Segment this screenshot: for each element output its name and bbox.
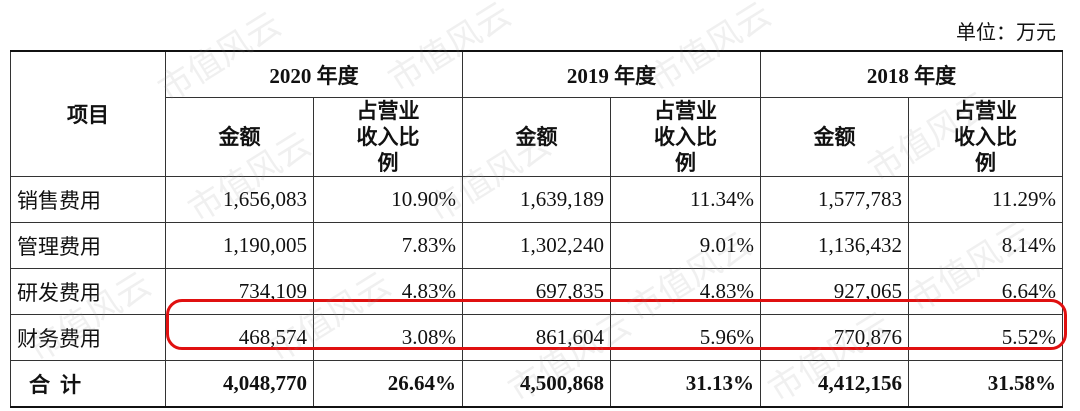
cell: 8.14% [908,222,1063,269]
cell: 4,048,770 [165,360,314,408]
expense-table: 项目 2020 年度 2019 年度 2018 年度 金额 占营业收入比例 金额 占营业收入比… [10,50,1063,408]
cell: 31.13% [610,360,761,408]
cell: 1,656,083 [165,176,314,223]
row-label: 财务费用 [10,314,166,361]
cell: 697,835 [462,268,611,315]
cell: 11.34% [610,176,761,223]
page: 单位：万元 项目 2020 年度 2019 年度 2018 年度 金额 占营业收入比例 金额… [10,0,1067,411]
year-header: 2019 年度 [462,50,761,98]
cell: 1,577,783 [760,176,909,223]
cell: 927,065 [760,268,909,315]
cell: 3.08% [313,314,463,361]
cell: 9.01% [610,222,761,269]
cell: 468,574 [165,314,314,361]
row-label: 管理费用 [10,222,166,269]
cell: 26.64% [313,360,463,408]
cell: 1,639,189 [462,176,611,223]
cell: 31.58% [908,360,1063,408]
year-header: 2020 年度 [165,50,463,98]
cell: 1,190,005 [165,222,314,269]
cell: 770,876 [760,314,909,361]
data-row: 财务费用 468,574 3.08% 861,604 5.96% 770,876 5.52% [10,314,1063,361]
unit-label: 单位：万元 [956,22,1056,44]
sub-header: 占营业收入比例 [908,97,1063,177]
cell: 5.52% [908,314,1063,361]
year-header: 2018 年度 [760,50,1063,98]
item-header: 项目 [10,50,166,177]
sub-header-row: 金额 占营业收入比例 金额 占营业收入比例 金额 占营业收入比例 [11,97,1063,177]
row-label: 销售费用 [10,176,166,223]
data-row: 销售费用 1,656,083 10.90% 1,639,189 11.34% 1,577,… [10,176,1063,223]
cell: 1,136,432 [760,222,909,269]
cell: 861,604 [462,314,611,361]
sub-header: 占营业收入比例 [610,97,761,177]
cell: 5.96% [610,314,761,361]
cell: 6.64% [908,268,1063,315]
sub-header: 占营业收入比例 [313,97,463,177]
row-label: 合计 [10,360,166,408]
data-row: 管理费用 1,190,005 7.83% 1,302,240 9.01% 1,136,43… [10,222,1063,269]
cell: 7.83% [313,222,463,269]
cell: 11.29% [908,176,1063,223]
cell: 1,302,240 [462,222,611,269]
sub-header: 金额 [760,97,909,177]
